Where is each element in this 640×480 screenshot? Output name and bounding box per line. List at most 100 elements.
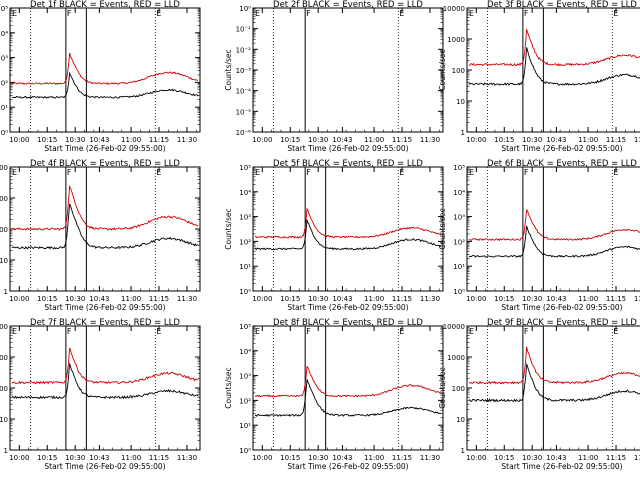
x-axis-label: Start Time (26-Feb-02 09:55:00) bbox=[287, 303, 408, 312]
y-tick-label: 1 bbox=[4, 288, 8, 296]
x-tick-label: 10:43 bbox=[89, 454, 109, 462]
marker-label: E bbox=[12, 327, 17, 336]
x-tick-label: 10:00 bbox=[466, 136, 486, 144]
y-tick-label: 10³ bbox=[453, 214, 465, 222]
y-tick-label: 10³ bbox=[0, 55, 8, 63]
plot-frame bbox=[252, 7, 444, 133]
x-tick-label: 11:00 bbox=[364, 295, 384, 303]
x-tick-label: 11:00 bbox=[364, 454, 384, 462]
x-tick-label: 11:30 bbox=[634, 295, 640, 303]
y-tick-label: 10⁻⁴ bbox=[236, 88, 252, 96]
x-tick-label: 10:30 bbox=[522, 136, 542, 144]
x-tick-label: 11:00 bbox=[121, 454, 141, 462]
y-tick-label: 10⁻⁶ bbox=[236, 129, 252, 137]
lld-series-line bbox=[468, 209, 640, 242]
marker-label: E bbox=[613, 168, 618, 177]
x-tick-label: 10:30 bbox=[65, 454, 85, 462]
events-series-line bbox=[11, 203, 199, 250]
x-tick-label: 10:00 bbox=[466, 295, 486, 303]
x-tick-label: 11:15 bbox=[392, 454, 412, 462]
x-tick-label: 11:30 bbox=[177, 454, 197, 462]
panel-title: Det 7f BLACK = Events, RED = LLD bbox=[30, 318, 180, 328]
x-tick-label: 10:30 bbox=[308, 136, 328, 144]
x-tick-label: 10:00 bbox=[252, 454, 272, 462]
x-axis-label: Start Time (26-Feb-02 09:55:00) bbox=[501, 144, 622, 153]
y-tick-label: 100 bbox=[0, 226, 8, 234]
y-axis-label: Counts/sec bbox=[438, 367, 447, 408]
events-series-line bbox=[11, 362, 199, 400]
lld-series-line bbox=[254, 365, 442, 398]
y-tick-label: 10³ bbox=[239, 214, 251, 222]
panel-title: Det 2f BLACK = Events, RED = LLD bbox=[273, 0, 423, 10]
y-tick-label: 10¹ bbox=[453, 263, 465, 271]
x-tick-label: 10:00 bbox=[252, 136, 272, 144]
x-tick-label: 11:30 bbox=[420, 136, 440, 144]
y-tick-label: 10¹ bbox=[0, 104, 8, 112]
y-axis-label: Counts/sec bbox=[224, 367, 233, 408]
y-tick-label: 10⁴ bbox=[453, 189, 465, 197]
y-tick-label: 10⁴ bbox=[239, 189, 251, 197]
y-axis-label: Counts/sec bbox=[224, 49, 233, 90]
plot-frame bbox=[466, 166, 640, 292]
detector-panel: Det 6f BLACK = Events, RED = LLD 10⁰ 10¹ 10… bbox=[438, 159, 640, 312]
marker-label: E bbox=[469, 168, 474, 177]
events-series-line bbox=[11, 71, 199, 99]
lld-series-line bbox=[468, 29, 640, 67]
x-axis-label: Start Time (26-Feb-02 09:55:00) bbox=[287, 462, 408, 471]
plot-frame bbox=[9, 7, 201, 133]
x-tick-label: 10:30 bbox=[65, 295, 85, 303]
y-tick-label: 10⁻³ bbox=[236, 67, 252, 75]
x-tick-label: 10:00 bbox=[9, 136, 29, 144]
x-tick-label: 11:30 bbox=[420, 454, 440, 462]
x-tick-label: 10:43 bbox=[546, 454, 566, 462]
marker-label: F bbox=[67, 327, 72, 336]
x-axis-label: Start Time (26-Feb-02 09:55:00) bbox=[501, 303, 622, 312]
x-tick-label: 10:43 bbox=[89, 136, 109, 144]
x-tick-label: 10:15 bbox=[280, 295, 300, 303]
marker-label: E bbox=[156, 168, 161, 177]
detector-panel: Det 2f BLACK = Events, RED = LLD 10⁻⁶ 10⁻⁵… bbox=[224, 0, 444, 153]
y-tick-label: 1 bbox=[4, 447, 8, 455]
x-tick-label: 11:30 bbox=[634, 454, 640, 462]
y-tick-label: 10000 bbox=[0, 323, 8, 331]
panel-title: Det 4f BLACK = Events, RED = LLD bbox=[30, 159, 180, 169]
x-tick-label: 10:00 bbox=[466, 454, 486, 462]
x-tick-label: 11:00 bbox=[578, 136, 598, 144]
panel-title: Det 6f BLACK = Events, RED = LLD bbox=[487, 159, 637, 169]
plot-frame bbox=[252, 325, 444, 451]
x-tick-label: 11:30 bbox=[177, 136, 197, 144]
y-tick-label: 1000 bbox=[447, 354, 465, 362]
x-tick-label: 10:00 bbox=[9, 295, 29, 303]
events-series-line bbox=[254, 219, 442, 251]
y-tick-label: 10⁴ bbox=[239, 348, 251, 356]
detector-panel: Det 7f BLACK = Events, RED = LLD 1 10 100 10… bbox=[0, 318, 201, 471]
x-tick-label: 11:00 bbox=[121, 295, 141, 303]
events-series-line bbox=[468, 47, 640, 87]
lld-series-line bbox=[11, 347, 199, 385]
x-tick-label: 11:15 bbox=[392, 295, 412, 303]
detector-panel: Det 3f BLACK = Events, RED = LLD 1 10 100 10… bbox=[438, 0, 640, 153]
x-tick-label: 10:43 bbox=[89, 295, 109, 303]
marker-label: F bbox=[306, 327, 311, 336]
marker-label: E bbox=[613, 327, 618, 336]
y-tick-label: 10⁴ bbox=[0, 30, 8, 38]
marker-label: F bbox=[524, 9, 529, 18]
y-tick-label: 10⁰ bbox=[239, 5, 251, 13]
x-axis-label: Start Time (26-Feb-02 09:55:00) bbox=[44, 462, 165, 471]
y-tick-label: 10⁵ bbox=[453, 164, 465, 172]
y-tick-label: 10⁵ bbox=[0, 5, 8, 13]
x-tick-label: 11:15 bbox=[149, 136, 169, 144]
x-tick-label: 10:43 bbox=[332, 136, 352, 144]
y-tick-label: 10³ bbox=[239, 373, 251, 381]
y-tick-label: 10² bbox=[239, 238, 251, 246]
x-axis-label: Start Time (26-Feb-02 09:55:00) bbox=[501, 462, 622, 471]
x-tick-label: 10:00 bbox=[9, 454, 29, 462]
marker-label: F bbox=[524, 327, 529, 336]
x-axis-label: Start Time (26-Feb-02 09:55:00) bbox=[44, 303, 165, 312]
y-tick-label: 100 bbox=[452, 385, 465, 393]
panel-title: Det 3f BLACK = Events, RED = LLD bbox=[487, 0, 637, 10]
y-tick-label: 1 bbox=[461, 129, 465, 137]
marker-label: F bbox=[67, 168, 72, 177]
plot-frame bbox=[252, 166, 444, 292]
